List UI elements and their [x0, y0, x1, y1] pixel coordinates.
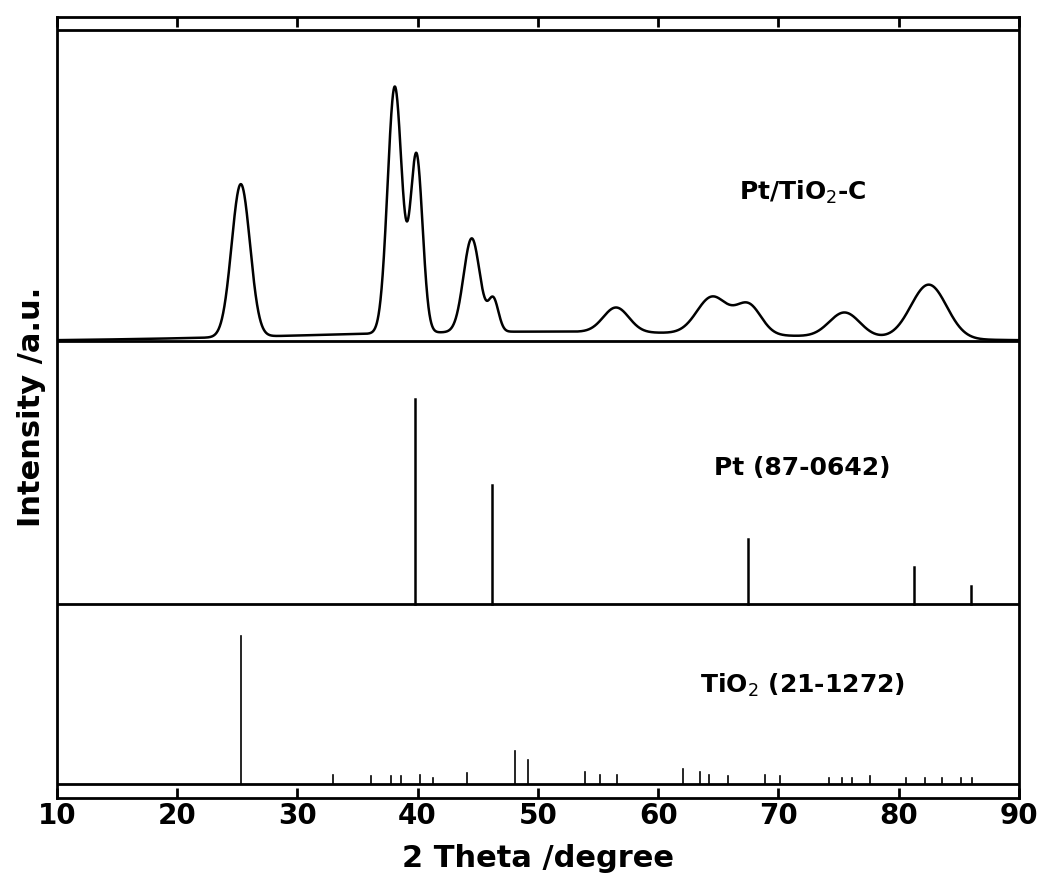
Text: Pt (87-0642): Pt (87-0642): [714, 456, 890, 480]
Text: Pt/TiO$_2$-C: Pt/TiO$_2$-C: [738, 179, 866, 206]
Y-axis label: Intensity /a.u.: Intensity /a.u.: [17, 287, 45, 527]
X-axis label: 2 Theta /degree: 2 Theta /degree: [402, 845, 674, 873]
Text: TiO$_2$ (21-1272): TiO$_2$ (21-1272): [699, 671, 905, 699]
